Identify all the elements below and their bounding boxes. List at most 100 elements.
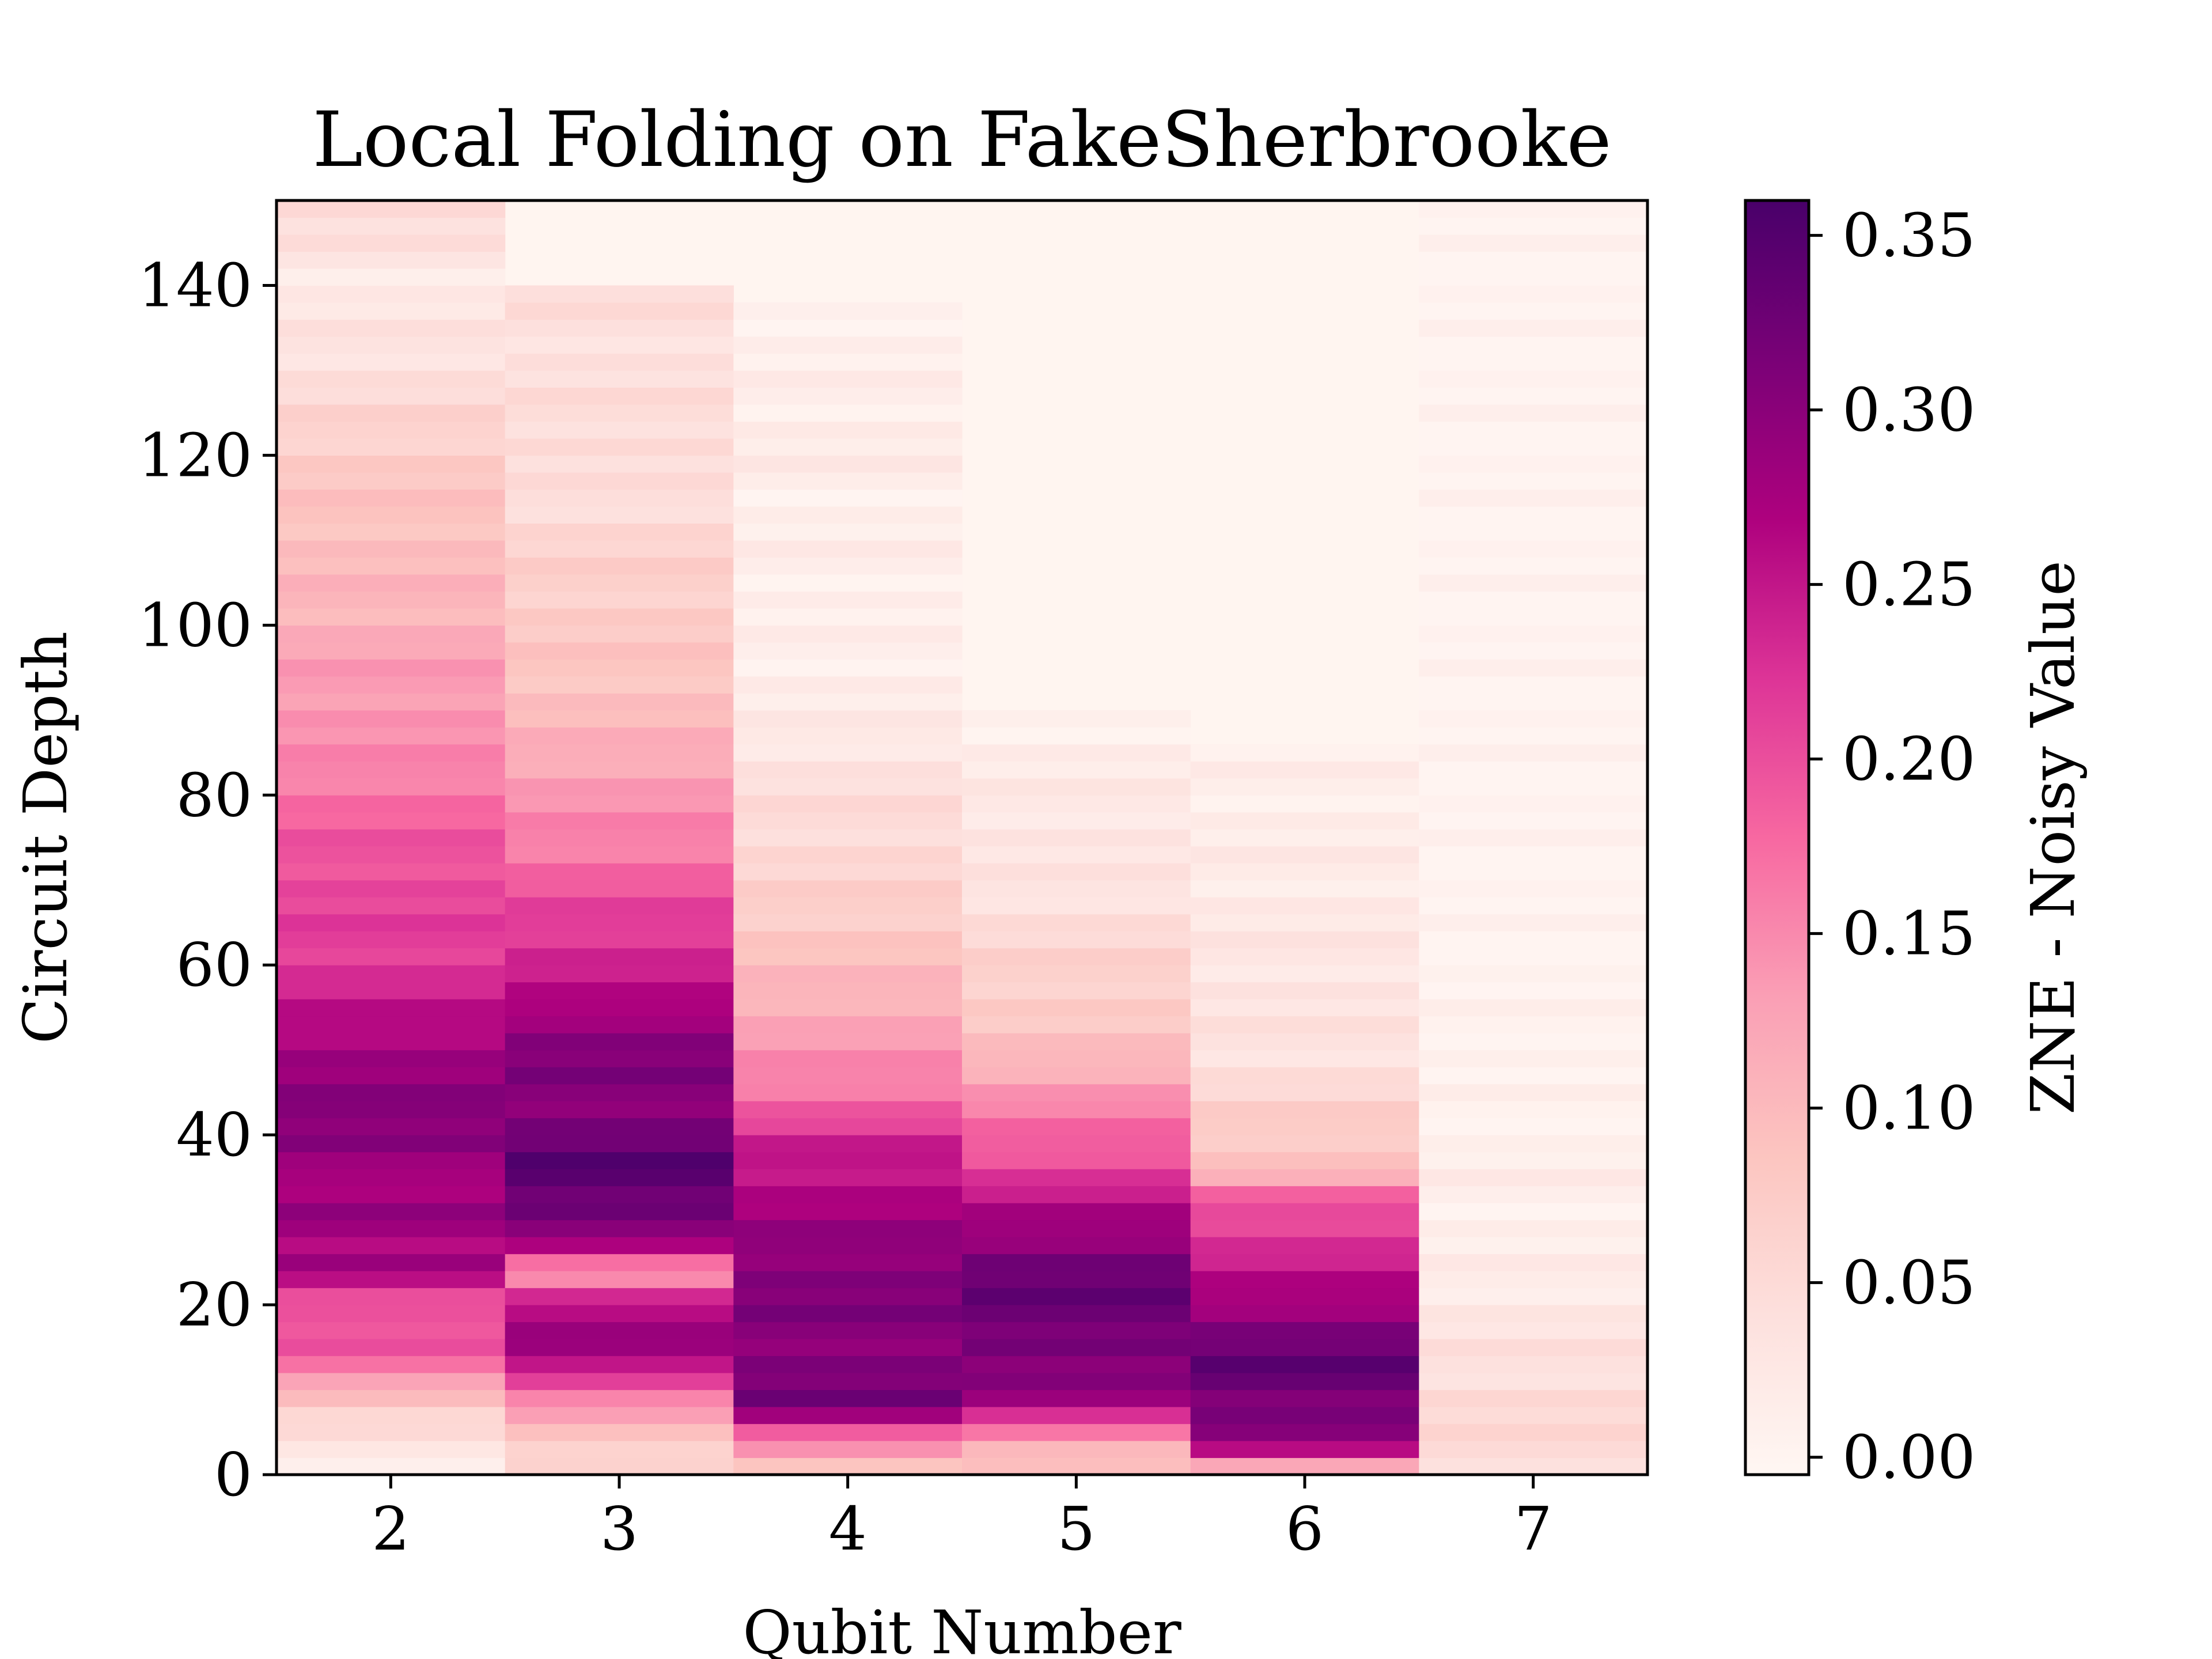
heatmap-cell xyxy=(276,1373,506,1391)
heatmap-cell xyxy=(1419,217,1648,235)
heatmap-cell xyxy=(1419,846,1648,863)
heatmap-cell xyxy=(1190,829,1419,847)
heatmap-cell xyxy=(276,200,506,218)
heatmap-cell xyxy=(505,1389,734,1407)
heatmap-cell xyxy=(505,642,734,660)
heatmap-cell xyxy=(1419,863,1648,881)
heatmap-cell xyxy=(733,829,963,847)
heatmap-cell xyxy=(962,778,1191,796)
heatmap-cell xyxy=(1419,523,1648,541)
heatmap-cell xyxy=(733,1067,963,1085)
heatmap-cell xyxy=(1419,1441,1648,1459)
heatmap-cell xyxy=(962,1101,1191,1119)
heatmap-cell xyxy=(733,540,963,558)
heatmap-cell xyxy=(505,625,734,643)
heatmap-cell xyxy=(733,353,963,371)
heatmap-cell xyxy=(505,744,734,762)
heatmap-cell xyxy=(733,965,963,983)
heatmap-cell xyxy=(733,1457,963,1475)
heatmap-cell xyxy=(962,1407,1191,1425)
heatmap-cell xyxy=(733,1321,963,1339)
heatmap-cell xyxy=(733,421,963,439)
heatmap-cell xyxy=(1190,1457,1419,1475)
heatmap-cell xyxy=(962,1441,1191,1459)
heatmap-cell xyxy=(505,659,734,677)
heatmap-cell xyxy=(1190,812,1419,830)
heatmap-cell xyxy=(276,506,506,524)
heatmap-cell xyxy=(276,1152,506,1169)
heatmap-cell xyxy=(733,1084,963,1101)
heatmap-cell xyxy=(505,1067,734,1085)
y-axis-label: Circuit Depth xyxy=(10,631,81,1044)
heatmap-cell xyxy=(276,727,506,745)
heatmap-cell xyxy=(505,829,734,847)
heatmap-cell xyxy=(276,642,506,660)
heatmap-cell xyxy=(1190,761,1419,779)
heatmap-cell xyxy=(505,1185,734,1203)
heatmap-cell xyxy=(505,1016,734,1033)
heatmap-cell xyxy=(733,897,963,915)
heatmap-cell xyxy=(505,1321,734,1339)
heatmap-cell xyxy=(276,217,506,235)
heatmap-cell xyxy=(276,472,506,490)
heatmap-cell xyxy=(962,1237,1191,1255)
heatmap-cell xyxy=(733,1185,963,1203)
heatmap-cell xyxy=(733,557,963,575)
heatmap-cell xyxy=(733,506,963,524)
heatmap-cell xyxy=(1190,999,1419,1017)
heatmap-cell xyxy=(962,1355,1191,1373)
heatmap-cell xyxy=(276,761,506,779)
heatmap-cell xyxy=(733,846,963,863)
heatmap-cell xyxy=(962,1050,1191,1067)
heatmap-cell xyxy=(505,506,734,524)
heatmap-cell xyxy=(1190,1185,1419,1203)
heatmap-cell xyxy=(276,455,506,473)
heatmap-cell xyxy=(276,778,506,796)
heatmap-cell xyxy=(505,1253,734,1271)
heatmap-cell xyxy=(505,727,734,745)
heatmap-cell xyxy=(1190,1016,1419,1033)
heatmap-cell xyxy=(1419,727,1648,745)
heatmap-cell xyxy=(505,1305,734,1323)
heatmap-cell xyxy=(962,982,1191,999)
heatmap-cell xyxy=(962,1067,1191,1085)
heatmap-cell xyxy=(1419,642,1648,660)
heatmap-cell xyxy=(733,1287,963,1305)
heatmap-cell xyxy=(733,319,963,337)
heatmap-cell xyxy=(276,608,506,626)
heatmap-cell xyxy=(1190,965,1419,983)
heatmap-cell xyxy=(733,438,963,456)
heatmap-cell xyxy=(505,846,734,863)
heatmap-cell xyxy=(1190,897,1419,915)
heatmap-cell xyxy=(276,1237,506,1255)
heatmap-cell xyxy=(1190,1253,1419,1271)
heatmap-cell xyxy=(1419,251,1648,269)
heatmap-cell xyxy=(1419,965,1648,983)
heatmap-cell xyxy=(962,897,1191,915)
heatmap-cell xyxy=(1419,1067,1648,1085)
heatmap-cell xyxy=(733,1016,963,1033)
heatmap-cell xyxy=(1419,1339,1648,1357)
heatmap-cell xyxy=(276,880,506,897)
heatmap-cell xyxy=(962,1423,1191,1441)
y-tick-label: 20 xyxy=(176,1270,252,1340)
heatmap-cell xyxy=(733,370,963,388)
heatmap-cell xyxy=(505,353,734,371)
x-tick-label: 4 xyxy=(829,1494,867,1564)
heatmap-cell xyxy=(1419,608,1648,626)
heatmap-cell xyxy=(1419,370,1648,388)
heatmap-cell xyxy=(1419,200,1648,218)
heatmap-cell xyxy=(1190,1305,1419,1323)
heatmap-cell xyxy=(1419,1169,1648,1187)
heatmap-cell xyxy=(505,965,734,983)
heatmap-cell xyxy=(505,897,734,915)
colorbar-tick-label: 0.35 xyxy=(1842,200,1976,271)
heatmap-cell xyxy=(505,472,734,490)
heatmap-cell xyxy=(276,540,506,558)
heatmap-cell xyxy=(276,1135,506,1153)
heatmap-cell xyxy=(1190,982,1419,999)
heatmap-cell xyxy=(505,540,734,558)
heatmap-cell xyxy=(505,1373,734,1391)
heatmap-cell xyxy=(276,1321,506,1339)
colorbar-tick-label: 0.30 xyxy=(1842,375,1976,445)
